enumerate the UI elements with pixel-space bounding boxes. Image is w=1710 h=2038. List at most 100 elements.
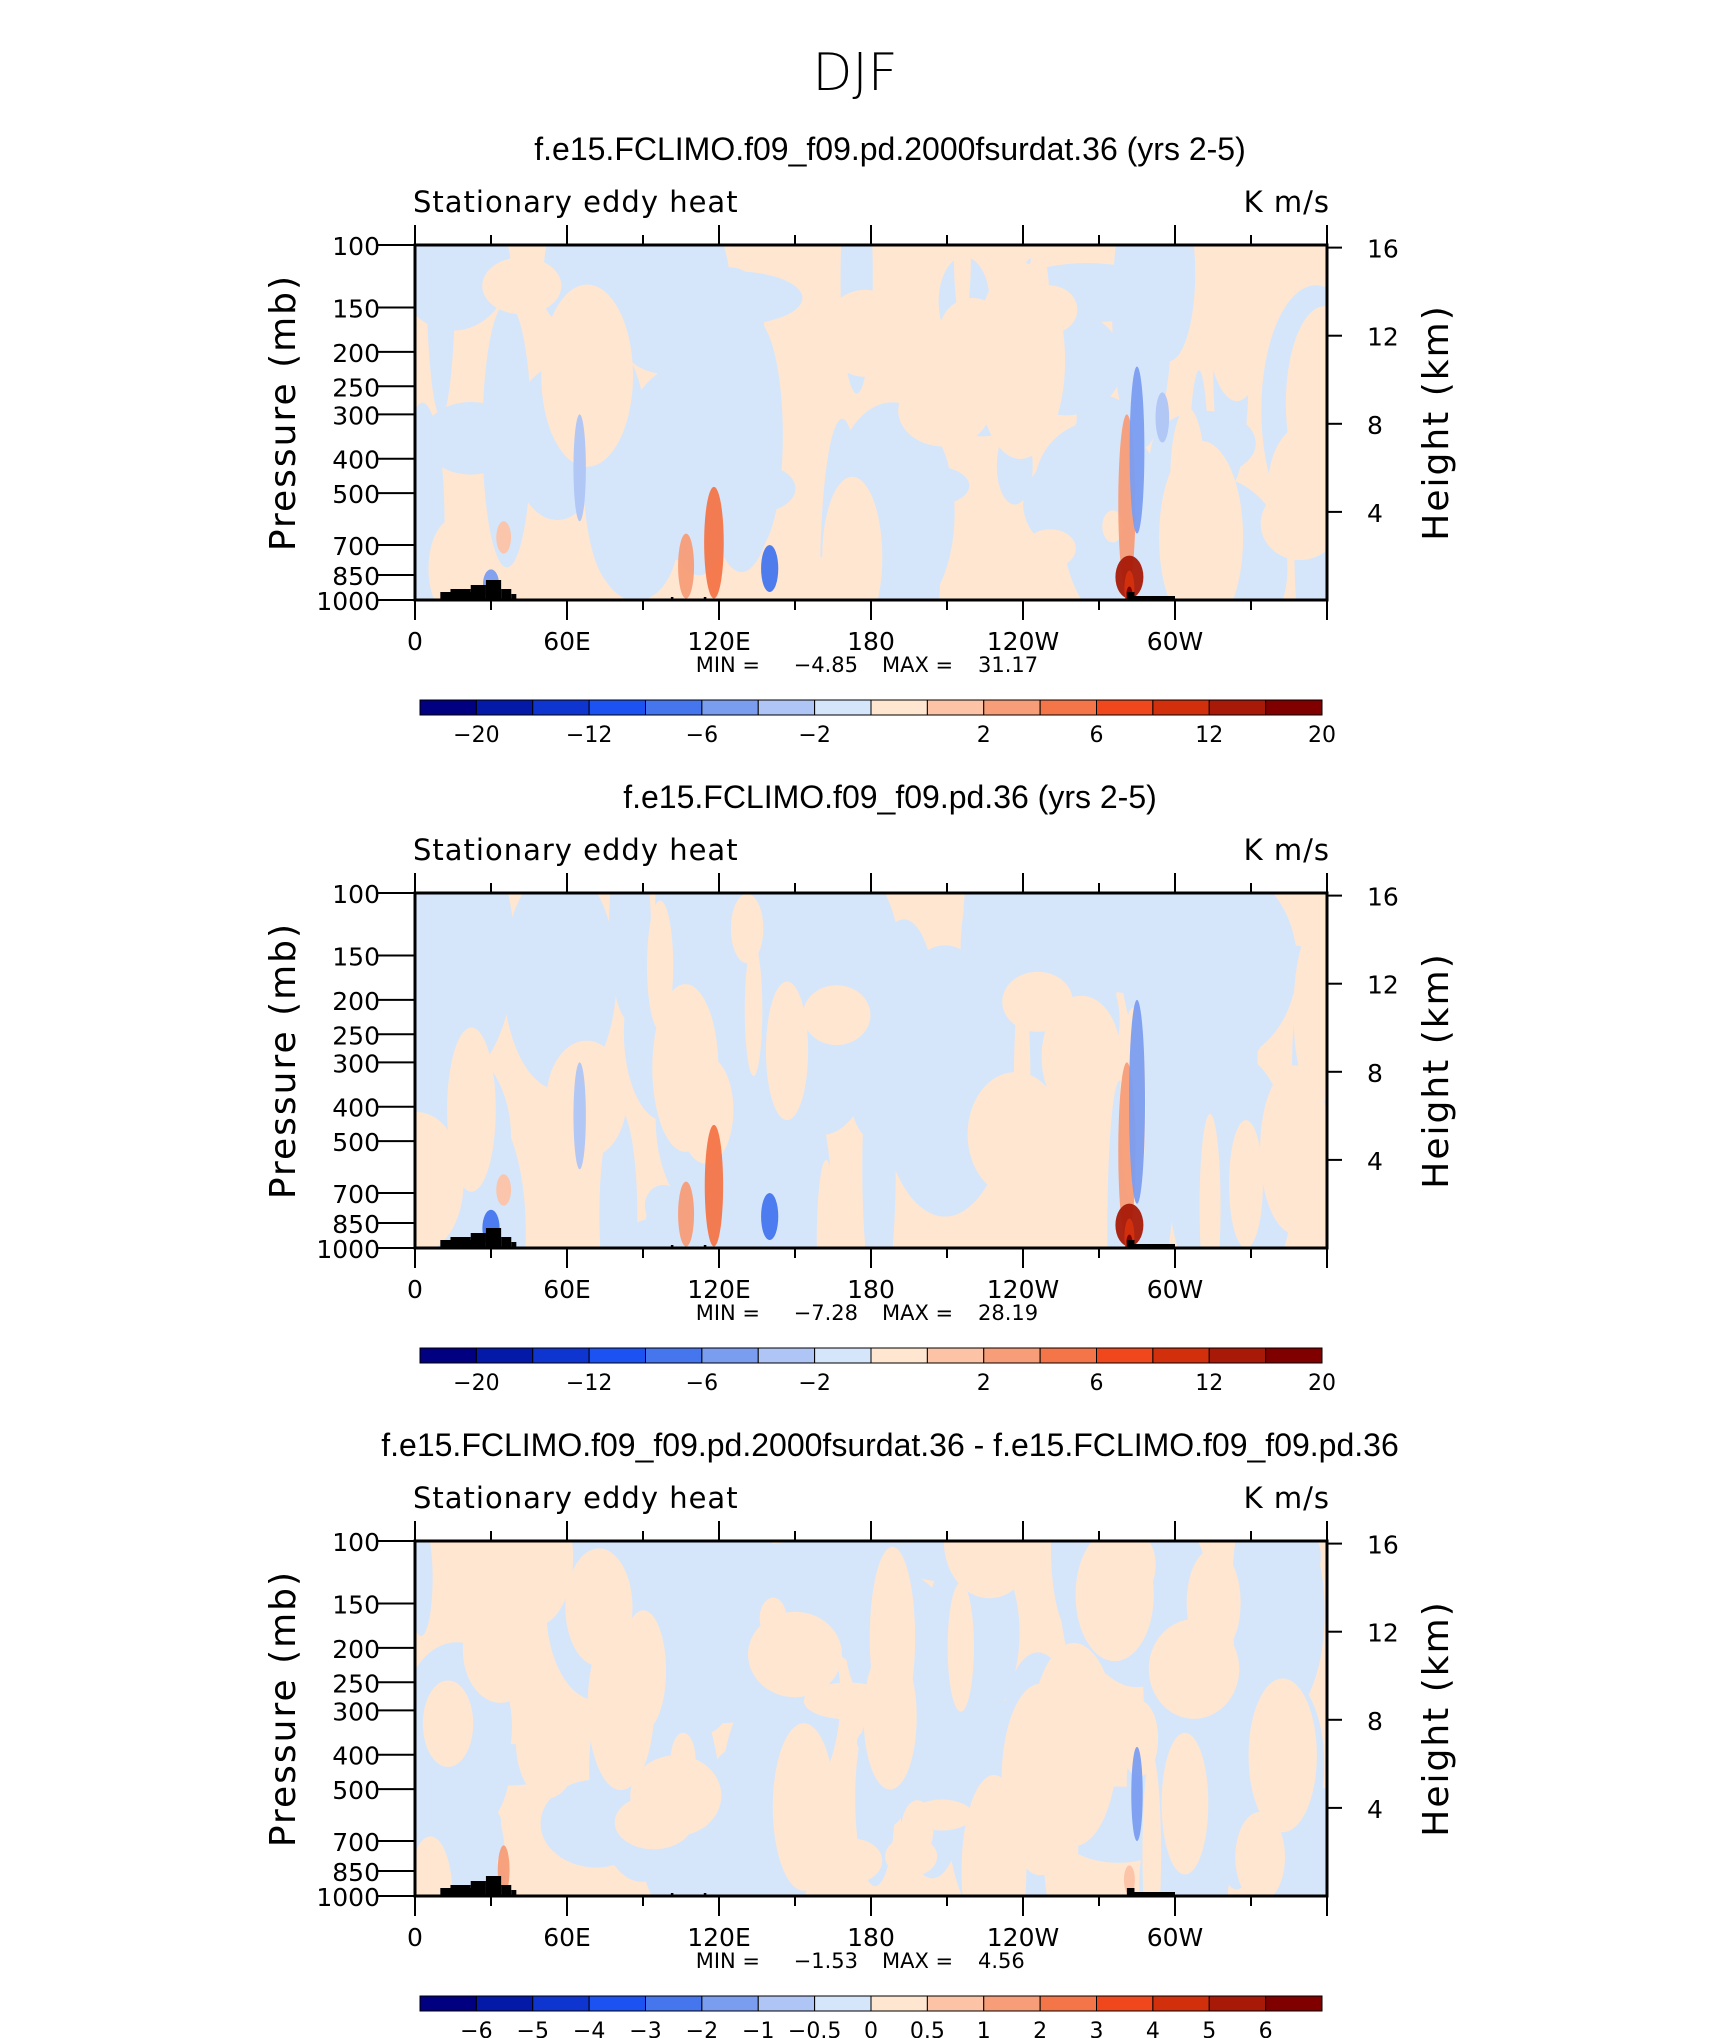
positive-patch xyxy=(1161,1732,1209,1875)
positive-patch xyxy=(1248,1678,1317,1833)
x-tick-label: 60E xyxy=(543,627,591,656)
anomaly-column xyxy=(1155,392,1170,443)
positive-patch xyxy=(975,262,1066,459)
y-tick-label: 250 xyxy=(332,1021,380,1050)
anomaly-column xyxy=(1131,1746,1143,1842)
y-tick-label: 150 xyxy=(332,295,380,324)
positive-patch xyxy=(647,900,674,1031)
anomaly-column xyxy=(496,521,512,554)
colorbar-label: 3 xyxy=(1090,2019,1104,2038)
x-tick-label: 0 xyxy=(407,1923,423,1952)
negative-patch xyxy=(592,250,664,307)
y-axis-right-label: Height (km) xyxy=(1416,304,1457,540)
units-label: K m/s xyxy=(1244,833,1330,867)
x-tick-label: 60E xyxy=(543,1275,591,1304)
colorbar-swatch xyxy=(814,1995,872,2012)
colorbar-swatch xyxy=(1039,699,1097,716)
colorbar-label: −6 xyxy=(460,2019,492,2038)
anomaly-column xyxy=(1123,1865,1135,1895)
positive-patch xyxy=(630,1755,722,1836)
y-tick-label: 200 xyxy=(332,1635,380,1664)
colorbar-label: −12 xyxy=(566,723,612,748)
negative-patch xyxy=(644,1184,683,1227)
height-tick-label: 12 xyxy=(1367,323,1399,352)
colorbar: −20 −12 −6 −2 2 6 12 20 xyxy=(419,1347,1336,1396)
page-title: DJF xyxy=(812,43,897,103)
positive-patch xyxy=(415,1836,453,1896)
units-label: K m/s xyxy=(1244,185,1330,219)
x-tick-label: 120E xyxy=(687,1923,751,1952)
colorbar-swatch xyxy=(757,699,816,716)
colorbar-label: −3 xyxy=(629,2019,661,2038)
negative-patch xyxy=(892,465,970,506)
colorbar-swatch xyxy=(419,1995,477,2012)
positive-patch xyxy=(869,1546,916,1730)
colorbar-label: 20 xyxy=(1308,723,1336,748)
colorbar-label: 1 xyxy=(977,2019,991,2038)
colorbar-swatch xyxy=(532,1995,590,2012)
y-tick-label: 200 xyxy=(332,339,380,368)
y-tick-label: 250 xyxy=(332,373,380,402)
colorbar-label: 12 xyxy=(1195,723,1223,748)
colorbar-swatch xyxy=(475,699,534,716)
y-tick-label: 500 xyxy=(332,1776,380,1805)
height-tick-label: 8 xyxy=(1367,411,1383,440)
y-tick-label: 200 xyxy=(332,987,380,1016)
positive-patch xyxy=(822,476,883,600)
colorbar-swatch xyxy=(1265,1995,1323,2012)
x-tick-label: 180 xyxy=(847,627,895,656)
x-tick-label: 0 xyxy=(407,627,423,656)
colorbar-label: −6 xyxy=(686,723,718,748)
negative-patch xyxy=(415,245,511,331)
colorbar-swatch xyxy=(1096,699,1154,716)
negative-patch xyxy=(540,1779,652,1868)
positive-patch xyxy=(961,1775,1027,1896)
x-tick-label: 60W xyxy=(1147,1275,1204,1304)
colorbar-label: −4 xyxy=(573,2019,605,2038)
colorbar-label: 2 xyxy=(1033,2019,1047,2038)
height-tick-label: 8 xyxy=(1367,1059,1383,1088)
y-tick-label: 150 xyxy=(332,1591,380,1620)
y-tick-label: 700 xyxy=(332,1828,380,1857)
y-tick-label: 1000 xyxy=(316,1883,380,1912)
y-tick-label: 850 xyxy=(332,1210,380,1239)
positive-patch xyxy=(823,289,907,377)
y-tick-label: 300 xyxy=(332,1049,380,1078)
max-value: 28.19 xyxy=(978,1301,1038,1325)
positive-patch xyxy=(947,1582,974,1712)
y-axis-right-label: Height (km) xyxy=(1416,1600,1457,1836)
negative-patch xyxy=(852,1059,959,1154)
height-tick-label: 4 xyxy=(1367,1147,1383,1176)
anomaly-column xyxy=(573,414,586,522)
y-tick-label: 250 xyxy=(332,1669,380,1698)
panel-1: f.e15.FCLIMO.f09_f09.pd.2000fsurdat.36 (… xyxy=(263,131,1457,748)
positive-patch xyxy=(1148,1619,1240,1719)
colorbar-label: 5 xyxy=(1202,2019,1216,2038)
colorbar-swatch xyxy=(645,1995,703,2012)
y-tick-label: 100 xyxy=(332,1528,380,1557)
x-tick-label: 180 xyxy=(847,1275,895,1304)
terrain-block xyxy=(1126,1240,1135,1248)
colorbar-swatch xyxy=(1039,1995,1097,2012)
positive-patch xyxy=(744,943,763,1076)
colorbar-swatch xyxy=(926,1995,985,2012)
x-tick-label: 60W xyxy=(1147,1923,1204,1952)
colorbar-swatch xyxy=(1265,1347,1323,1364)
colorbar-swatch xyxy=(983,699,1041,716)
terrain-block xyxy=(485,1876,502,1896)
height-tick-label: 16 xyxy=(1367,235,1399,264)
positive-patch xyxy=(1024,529,1076,568)
negative-patch xyxy=(415,1541,433,1637)
anomaly-column xyxy=(704,1124,724,1247)
y-tick-label: 850 xyxy=(332,1858,380,1887)
x-tick-label: 0 xyxy=(407,1275,423,1304)
positive-patch xyxy=(967,1072,1064,1197)
colorbar-label: 4 xyxy=(1146,2019,1160,2038)
terrain-block xyxy=(470,1881,486,1896)
terrain-block xyxy=(501,589,512,600)
contour-field xyxy=(415,245,1327,600)
colorbar-label: −12 xyxy=(566,1371,612,1396)
colorbar-label: 6 xyxy=(1090,1371,1104,1396)
positive-patch xyxy=(802,985,871,1046)
anomaly-column xyxy=(678,533,695,599)
